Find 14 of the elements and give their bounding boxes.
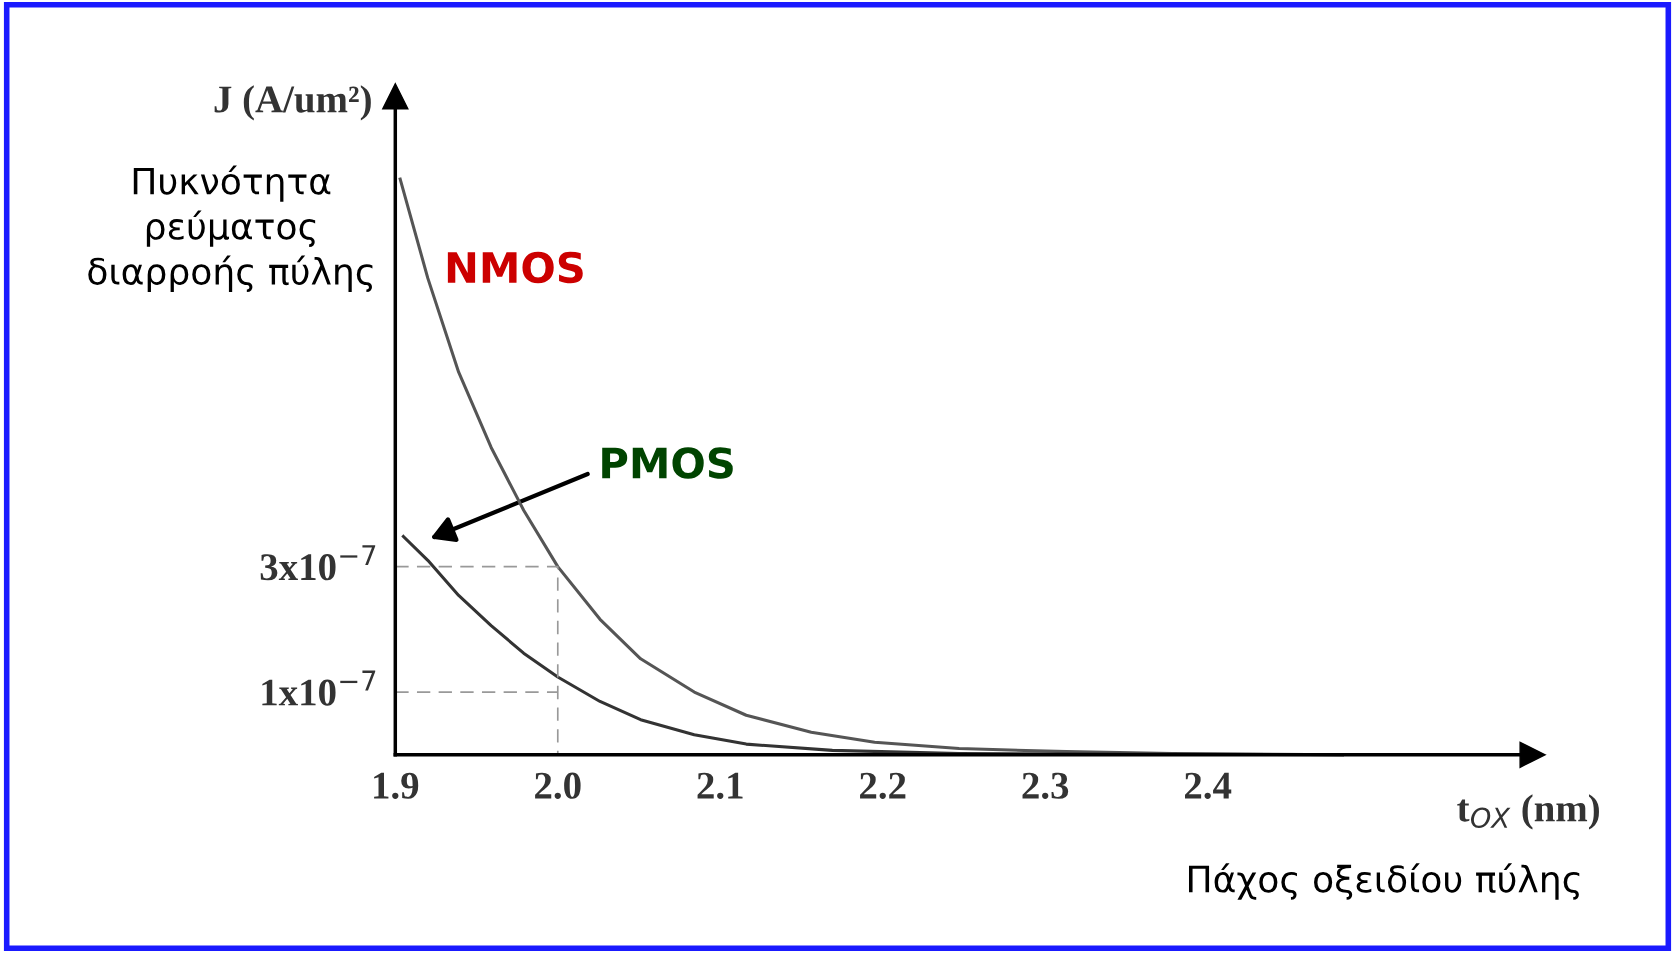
x-tick-label: 2.4 (1185, 772, 1232, 799)
y-tick-label: 1x10$^{−7}$ (262, 670, 376, 706)
series-label: NMOS (447, 251, 583, 284)
text: Πυκνότητα ρεύματος διαρροής πύλης (88, 165, 373, 293)
x-tick-label: 2.3 (1022, 772, 1069, 799)
x-axis-title: t$_{OX}$ (nm) (1457, 794, 1599, 830)
y-axis-title: J (A/um²) (214, 85, 371, 121)
x-tick-label: 1.9 (374, 772, 419, 799)
x-tick-label: 2.1 (697, 772, 743, 799)
x-tick-label: 2.2 (860, 772, 906, 799)
text: PMOS (602, 447, 733, 479)
x-tick-label: 2.0 (535, 772, 581, 799)
text: Πάχος οξειδίου πύλης (1188, 863, 1580, 900)
y-tick-label: 3x10$^{−7}$ (260, 545, 376, 581)
